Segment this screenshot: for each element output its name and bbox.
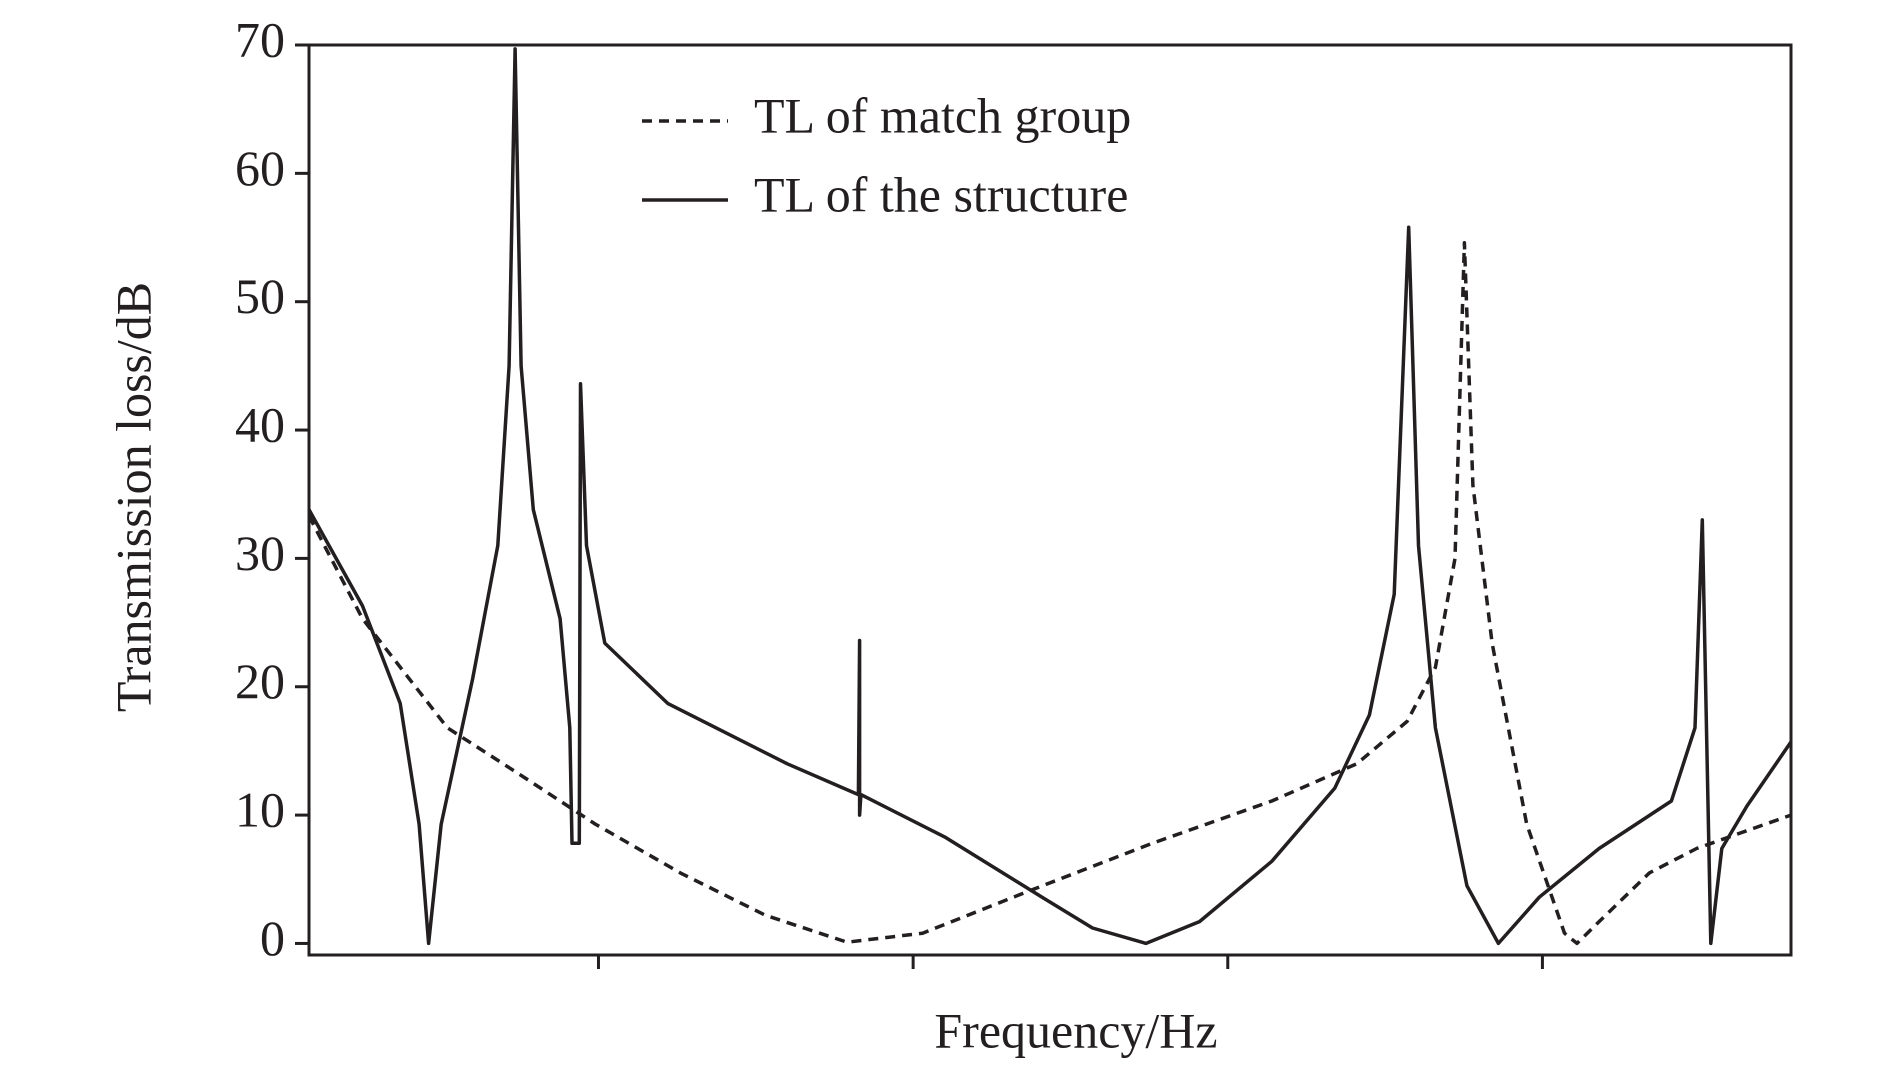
y-tick-label: 30 (235, 525, 285, 581)
y-tick-label: 40 (235, 397, 285, 453)
x-axis-label: Frequency/Hz (934, 1002, 1217, 1058)
y-tick-label: 50 (235, 268, 285, 324)
y-tick-label: 70 (235, 11, 285, 67)
series-line (307, 240, 1792, 946)
plot-frame (307, 43, 1793, 957)
y-tick-label: 60 (235, 140, 285, 196)
legend-label: TL of the structure (754, 166, 1128, 222)
y-tick-label: 0 (260, 910, 285, 966)
series-line (307, 47, 1793, 946)
y-axis-label: Transmission loss/dB (105, 282, 161, 712)
y-tick-label: 10 (235, 782, 285, 838)
legend-label: TL of match group (754, 87, 1131, 143)
y-tick-label: 20 (235, 653, 285, 709)
